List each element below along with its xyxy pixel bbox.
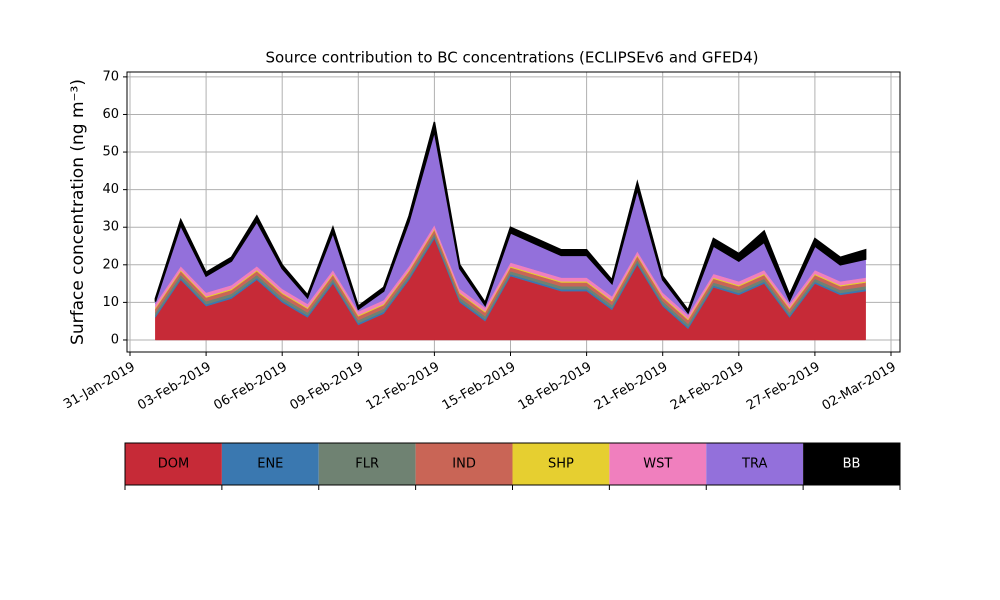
x-tick-label: 02-Mar-2019	[820, 360, 899, 414]
x-tick-label: 18-Feb-2019	[516, 360, 595, 414]
y-tick-label: 40	[102, 182, 119, 197]
legend-label: TRA	[741, 457, 767, 472]
x-tick-label: 21-Feb-2019	[592, 360, 671, 414]
x-tick-label: 03-Feb-2019	[135, 360, 214, 414]
legend-label: IND	[452, 457, 476, 472]
x-tick-label: 31-Jan-2019	[61, 360, 138, 413]
x-tick-label: 27-Feb-2019	[744, 360, 823, 414]
y-tick-label: 10	[102, 295, 119, 310]
y-tick-label: 70	[102, 69, 119, 84]
x-tick-label: 06-Feb-2019	[211, 360, 290, 414]
x-tick-label: 24-Feb-2019	[668, 360, 747, 414]
y-tick-label: 0	[111, 332, 119, 347]
legend-label: BB	[843, 457, 861, 472]
x-tick-label: 15-Feb-2019	[440, 360, 519, 414]
plot-frame	[126, 71, 901, 353]
legend-swatch	[512, 443, 610, 485]
y-axis-label: Surface concentration (ng m⁻³)	[68, 79, 88, 345]
y-tick-label: 60	[102, 107, 119, 122]
x-tick-label: 09-Feb-2019	[288, 360, 367, 414]
area	[154, 121, 867, 315]
x-tick-label: 12-Feb-2019	[364, 360, 443, 414]
legend-swatch	[221, 443, 319, 485]
y-tick-label: 50	[102, 145, 119, 160]
legend-swatch	[706, 443, 804, 485]
legend-label: SHP	[548, 457, 574, 472]
legend-swatch	[318, 443, 416, 485]
chart-title: Source contribution to BC concentrations…	[265, 49, 758, 67]
legend-label: DOM	[158, 457, 189, 472]
legend-swatch	[125, 443, 222, 485]
y-tick-label: 20	[102, 257, 119, 272]
y-tick-label: 30	[102, 220, 119, 235]
legend-frame	[124, 442, 901, 486]
legend-label: WST	[643, 457, 672, 472]
legend-swatch	[803, 443, 900, 485]
legend-swatch	[609, 443, 707, 485]
legend-swatch	[415, 443, 513, 485]
legend-label: FLR	[355, 457, 379, 472]
legend-label: ENE	[257, 457, 283, 472]
